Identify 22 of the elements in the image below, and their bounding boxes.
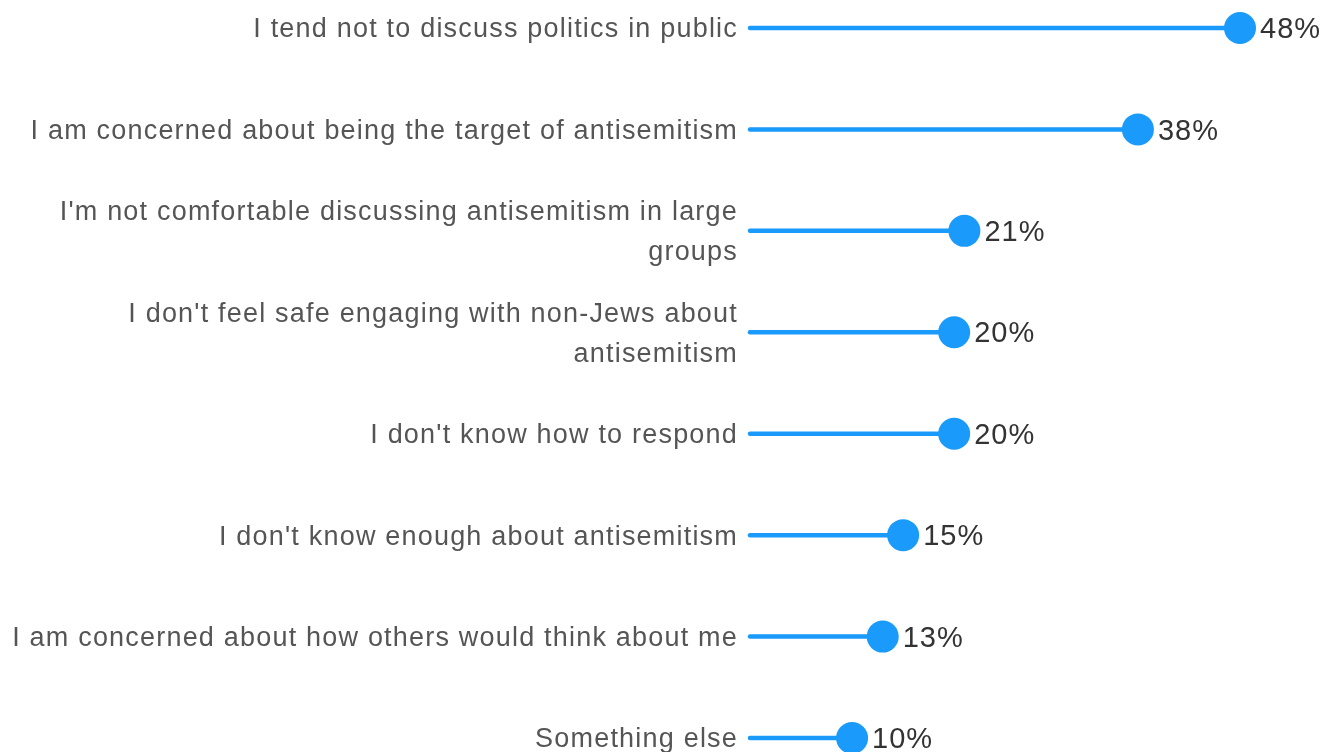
point — [887, 519, 920, 552]
point — [938, 417, 971, 450]
data-label: 38% — [1157, 113, 1219, 146]
point — [938, 316, 971, 349]
y-tick-label: I'm not comfortable discussing antisemitism in large groups — [59, 196, 738, 267]
y-tick-label: I am concerned about being the target of antisemitism — [30, 114, 738, 145]
data-label: 20% — [974, 316, 1036, 349]
point — [1121, 113, 1154, 146]
data-label: 20% — [974, 417, 1036, 450]
y-tick-label: I am concerned about how others would think about me — [12, 622, 738, 653]
point — [866, 620, 899, 653]
y-tick-label: I tend not to discuss politics in public — [253, 13, 738, 44]
data-label: 21% — [984, 215, 1046, 248]
point — [948, 214, 981, 247]
y-tick-label: I don't know how to respond — [370, 419, 738, 450]
data-label: 48% — [1260, 12, 1322, 45]
data-label: 10% — [872, 722, 934, 752]
y-tick-label: I don't feel safe engaging with non-Jews about antisemitism — [128, 297, 738, 368]
point — [1224, 12, 1256, 44]
data-label: 13% — [902, 620, 964, 653]
data-label: 15% — [923, 519, 985, 552]
y-tick-label: I don't know enough about antisemitism — [218, 520, 738, 551]
